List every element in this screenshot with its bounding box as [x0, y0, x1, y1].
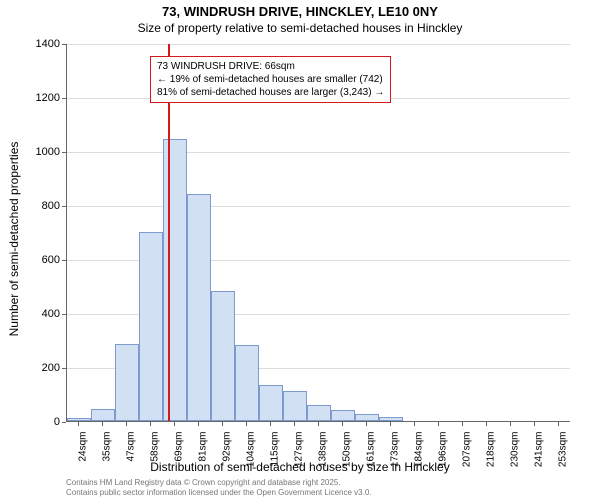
x-tick-label: 184sqm: [414, 432, 425, 468]
x-tick-label: 241sqm: [534, 432, 545, 468]
x-tick-mark: [486, 422, 487, 426]
histogram-bar: [67, 418, 91, 421]
x-tick-label: 138sqm: [318, 432, 329, 468]
histogram-bar: [163, 139, 187, 421]
y-tick-label: 1000: [20, 146, 60, 158]
x-tick-label: 69sqm: [174, 432, 185, 462]
x-tick-label: 230sqm: [510, 432, 521, 468]
x-tick-mark: [102, 422, 103, 426]
grid-line: [67, 152, 570, 153]
histogram-bar: [331, 410, 355, 421]
histogram-bar: [379, 417, 403, 421]
x-tick-label: 150sqm: [342, 432, 353, 468]
x-tick-mark: [270, 422, 271, 426]
y-tick-mark: [62, 206, 66, 207]
x-tick-mark: [222, 422, 223, 426]
footnote: Contains HM Land Registry data © Crown c…: [66, 478, 372, 497]
x-tick-mark: [150, 422, 151, 426]
y-tick-label: 0: [20, 416, 60, 428]
x-tick-label: 104sqm: [246, 432, 257, 468]
y-tick-mark: [62, 44, 66, 45]
x-tick-mark: [342, 422, 343, 426]
annotation-box: 73 WINDRUSH DRIVE: 66sqm ← 19% of semi-d…: [150, 56, 391, 103]
x-tick-label: 35sqm: [102, 432, 113, 462]
y-tick-label: 1200: [20, 92, 60, 104]
x-tick-label: 173sqm: [390, 432, 401, 468]
chart-container: 73, WINDRUSH DRIVE, HINCKLEY, LE10 0NY S…: [0, 0, 600, 500]
x-tick-mark: [318, 422, 319, 426]
histogram-bar: [91, 409, 115, 421]
x-tick-label: 58sqm: [150, 432, 161, 462]
x-tick-mark: [366, 422, 367, 426]
x-tick-mark: [438, 422, 439, 426]
grid-line: [67, 44, 570, 45]
y-tick-mark: [62, 314, 66, 315]
x-tick-label: 115sqm: [270, 432, 281, 467]
x-tick-mark: [198, 422, 199, 426]
y-tick-label: 1400: [20, 38, 60, 50]
x-tick-mark: [294, 422, 295, 426]
histogram-bar: [355, 414, 379, 421]
x-tick-label: 24sqm: [78, 432, 89, 462]
x-tick-mark: [558, 422, 559, 426]
footnote-line-2: Contains public sector information licen…: [66, 488, 372, 498]
footnote-line-1: Contains HM Land Registry data © Crown c…: [66, 478, 372, 488]
x-tick-label: 196sqm: [438, 432, 449, 468]
annotation-line-1: 73 WINDRUSH DRIVE: 66sqm: [157, 60, 384, 73]
chart-title-line1: 73, WINDRUSH DRIVE, HINCKLEY, LE10 0NY: [0, 4, 600, 19]
x-tick-mark: [174, 422, 175, 426]
histogram-bar: [115, 344, 139, 421]
annotation-line-3: 81% of semi-detached houses are larger (…: [157, 86, 384, 99]
x-tick-label: 47sqm: [126, 432, 137, 462]
x-tick-mark: [462, 422, 463, 426]
y-tick-mark: [62, 152, 66, 153]
y-tick-mark: [62, 260, 66, 261]
y-tick-label: 400: [20, 308, 60, 320]
chart-title-block: 73, WINDRUSH DRIVE, HINCKLEY, LE10 0NY S…: [0, 4, 600, 35]
histogram-bar: [235, 345, 259, 421]
x-tick-label: 81sqm: [198, 432, 209, 462]
x-tick-label: 207sqm: [462, 432, 473, 468]
y-tick-mark: [62, 368, 66, 369]
y-tick-label: 600: [20, 254, 60, 266]
x-tick-mark: [510, 422, 511, 426]
histogram-bar: [139, 232, 163, 421]
histogram-bar: [211, 291, 235, 421]
x-tick-mark: [126, 422, 127, 426]
x-tick-label: 218sqm: [486, 432, 497, 468]
y-tick-label: 800: [20, 200, 60, 212]
x-tick-label: 127sqm: [294, 432, 305, 468]
y-tick-label: 200: [20, 362, 60, 374]
y-axis-label: Number of semi-detached properties: [7, 142, 21, 337]
x-tick-mark: [78, 422, 79, 426]
x-tick-label: 92sqm: [222, 432, 233, 462]
histogram-bar: [259, 385, 283, 421]
histogram-bar: [283, 391, 307, 421]
histogram-bar: [307, 405, 331, 421]
y-tick-mark: [62, 98, 66, 99]
annotation-line-2: ← 19% of semi-detached houses are smalle…: [157, 73, 384, 86]
x-tick-label: 161sqm: [366, 432, 377, 468]
x-tick-mark: [390, 422, 391, 426]
histogram-bar: [187, 194, 211, 421]
x-tick-mark: [414, 422, 415, 426]
chart-title-line2: Size of property relative to semi-detach…: [0, 21, 600, 35]
x-tick-mark: [246, 422, 247, 426]
x-tick-mark: [534, 422, 535, 426]
grid-line: [67, 206, 570, 207]
x-tick-label: 253sqm: [558, 432, 569, 468]
y-tick-mark: [62, 422, 66, 423]
